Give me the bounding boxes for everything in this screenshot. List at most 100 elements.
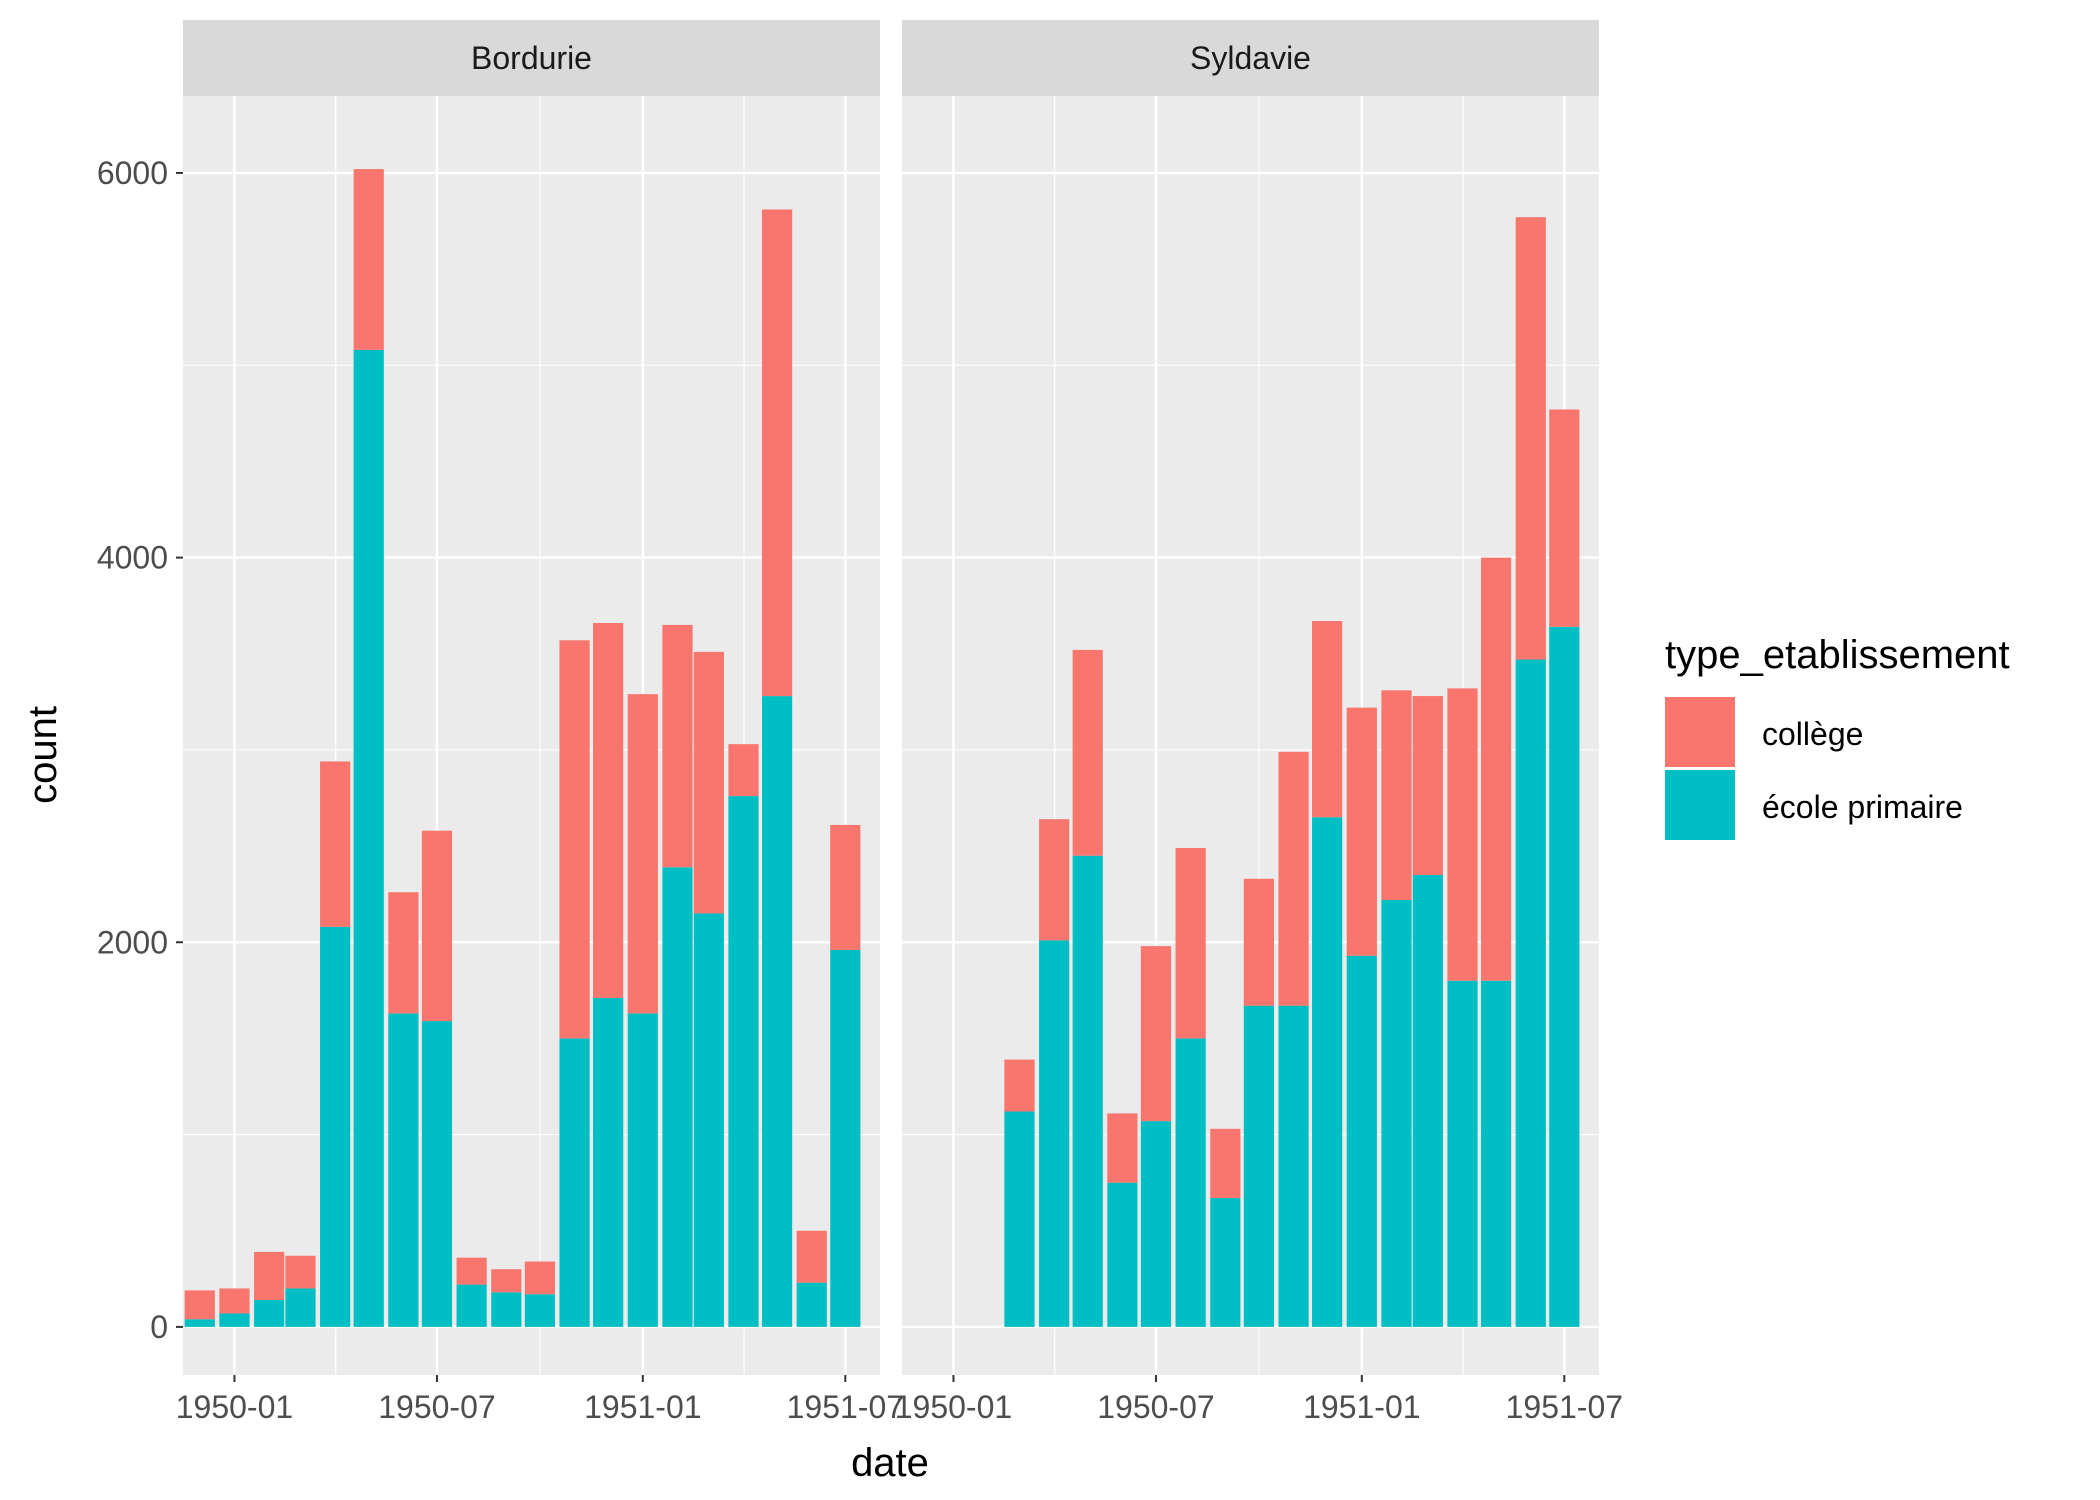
bar-bordurie-1950-12-college xyxy=(593,622,624,999)
bar-syldavie-1950-10-college xyxy=(1243,878,1274,1006)
bar-bordurie-1951-01-ecole-primaire xyxy=(627,1013,658,1327)
bar-bordurie-1949-12-ecole-primaire xyxy=(184,1319,215,1327)
bar-syldavie-1950-08-ecole-primaire xyxy=(1175,1038,1206,1327)
y-tick-label-0: 0 xyxy=(150,1309,168,1345)
bar-bordurie-1951-03-ecole-primaire xyxy=(693,913,724,1327)
bar-bordurie-1950-05-college xyxy=(353,169,384,350)
legend-label-college: collège xyxy=(1762,716,1863,752)
bar-bordurie-1951-02-ecole-primaire xyxy=(662,867,693,1327)
x-tick-label-syldavie-2: 1951-01 xyxy=(1303,1389,1420,1425)
bar-syldavie-1950-11-ecole-primaire xyxy=(1278,1005,1309,1327)
bar-syldavie-1950-06-college xyxy=(1107,1113,1138,1183)
bar-syldavie-1950-11-college xyxy=(1278,751,1309,1006)
bar-syldavie-1950-05-ecole-primaire xyxy=(1072,855,1103,1327)
bar-bordurie-1950-06-college xyxy=(388,892,419,1014)
bar-bordurie-1950-07-college xyxy=(421,830,453,1022)
legend-title: type_etablissement xyxy=(1665,633,2010,677)
bar-bordurie-1950-01-college xyxy=(219,1288,250,1314)
bar-syldavie-1950-08-college xyxy=(1175,848,1206,1039)
bar-bordurie-1950-02-ecole-primaire xyxy=(254,1299,285,1327)
bar-syldavie-1950-04-college xyxy=(1039,819,1070,941)
bar-syldavie-1951-06-ecole-primaire xyxy=(1515,659,1546,1327)
bar-bordurie-1951-07-ecole-primaire xyxy=(830,949,861,1327)
x-tick-label-syldavie-0: 1950-01 xyxy=(895,1389,1012,1425)
bar-bordurie-1950-09-ecole-primaire xyxy=(491,1292,522,1327)
bar-syldavie-1950-12-college xyxy=(1312,621,1343,818)
bar-bordurie-1951-05-ecole-primaire xyxy=(761,696,793,1327)
bar-syldavie-1951-01-college xyxy=(1346,707,1377,956)
bar-bordurie-1950-11-college xyxy=(559,640,590,1039)
strip-syldavie xyxy=(902,20,1599,96)
x-tick-label-bordurie-2: 1951-01 xyxy=(584,1389,701,1425)
x-tick-label-bordurie-1: 1950-07 xyxy=(378,1389,495,1425)
bar-syldavie-1951-05-ecole-primaire xyxy=(1480,980,1512,1327)
bar-bordurie-1950-09-college xyxy=(491,1269,522,1293)
bar-bordurie-1951-04-college xyxy=(728,744,759,797)
y-axis-title: count xyxy=(21,706,65,804)
bar-bordurie-1950-08-college xyxy=(456,1257,487,1285)
bar-syldavie-1951-04-ecole-primaire xyxy=(1447,980,1478,1327)
bar-bordurie-1950-05-ecole-primaire xyxy=(353,349,384,1327)
bar-bordurie-1951-04-ecole-primaire xyxy=(728,796,759,1327)
y-tick-label-3: 6000 xyxy=(97,155,168,191)
bar-bordurie-1950-01-ecole-primaire xyxy=(219,1313,250,1327)
axes-layer: 0 2000 4000 6000 xyxy=(97,155,183,1345)
bar-bordurie-1951-01-college xyxy=(627,694,658,1014)
panel-syldavie: Syldavie 1950-01 1950-07 1951-01 1951-07 xyxy=(895,20,1623,1425)
x-axis-title: date xyxy=(851,1441,929,1485)
bar-syldavie-1950-05-college xyxy=(1072,649,1103,856)
bar-syldavie-1950-12-ecole-primaire xyxy=(1312,817,1343,1327)
x-tick-label-bordurie-3: 1951-07 xyxy=(787,1389,904,1425)
bar-syldavie-1951-07-ecole-primaire xyxy=(1549,626,1580,1327)
strip-label-bordurie: Bordurie xyxy=(471,40,592,76)
bar-bordurie-1950-06-ecole-primaire xyxy=(388,1013,419,1327)
legend-key-college xyxy=(1665,697,1735,767)
x-tick-label-bordurie-0: 1950-01 xyxy=(176,1389,293,1425)
bar-bordurie-1950-11-ecole-primaire xyxy=(559,1038,590,1327)
bar-bordurie-1950-04-college xyxy=(320,761,351,927)
y-tick-label-1: 2000 xyxy=(97,924,168,960)
bar-syldavie-1950-04-ecole-primaire xyxy=(1039,940,1070,1327)
bar-bordurie-1951-03-college xyxy=(693,651,724,914)
strip-bordurie xyxy=(183,20,880,96)
legend-label-ecole-primaire: école primaire xyxy=(1762,789,1963,825)
bar-bordurie-1950-03-college xyxy=(285,1255,316,1289)
bar-syldavie-1950-09-ecole-primaire xyxy=(1210,1198,1241,1327)
legend: type_etablissement collège école primair… xyxy=(1665,633,2010,840)
bar-bordurie-1950-08-ecole-primaire xyxy=(456,1284,487,1327)
bar-syldavie-1951-01-ecole-primaire xyxy=(1346,955,1377,1327)
bar-bordurie-1950-02-college xyxy=(254,1251,285,1300)
bar-bordurie-1951-05-college xyxy=(761,209,793,697)
bar-bordurie-1950-10-college xyxy=(524,1261,555,1295)
bar-syldavie-1951-04-college xyxy=(1447,688,1478,981)
bar-syldavie-1950-03-ecole-primaire xyxy=(1004,1111,1035,1327)
bar-syldavie-1950-09-college xyxy=(1210,1128,1241,1199)
legend-key-ecole-primaire xyxy=(1665,770,1735,840)
bar-bordurie-1951-06-college xyxy=(796,1230,827,1283)
bar-syldavie-1950-07-ecole-primaire xyxy=(1140,1121,1172,1327)
bar-syldavie-1950-10-ecole-primaire xyxy=(1243,1005,1274,1327)
bar-syldavie-1951-05-college xyxy=(1480,557,1512,981)
bar-bordurie-1950-03-ecole-primaire xyxy=(285,1288,316,1327)
bar-syldavie-1951-02-ecole-primaire xyxy=(1381,899,1412,1327)
bar-bordurie-1951-07-college xyxy=(830,824,861,950)
y-tick-label-2: 4000 xyxy=(97,540,168,576)
x-tick-label-syldavie-1: 1950-07 xyxy=(1097,1389,1214,1425)
bar-syldavie-1951-03-college xyxy=(1412,696,1443,875)
bar-syldavie-1951-06-college xyxy=(1515,217,1546,660)
panel-bordurie: Bordurie 1950-01 1950-07 1951-01 1951-07 xyxy=(176,20,904,1425)
bar-bordurie-1950-12-ecole-primaire xyxy=(593,998,624,1327)
bar-bordurie-1951-06-ecole-primaire xyxy=(796,1282,827,1327)
bar-syldavie-1950-07-college xyxy=(1140,946,1172,1122)
strip-label-syldavie: Syldavie xyxy=(1190,40,1311,76)
bar-bordurie-1949-12-college xyxy=(184,1290,215,1320)
bar-syldavie-1951-03-ecole-primaire xyxy=(1412,874,1443,1327)
bar-bordurie-1950-07-ecole-primaire xyxy=(421,1021,453,1327)
bar-syldavie-1950-03-college xyxy=(1004,1059,1035,1112)
bar-bordurie-1950-10-ecole-primaire xyxy=(524,1294,555,1327)
bar-bordurie-1950-04-ecole-primaire xyxy=(320,926,351,1327)
x-tick-label-syldavie-3: 1951-07 xyxy=(1506,1389,1623,1425)
bar-syldavie-1950-06-ecole-primaire xyxy=(1107,1182,1138,1327)
